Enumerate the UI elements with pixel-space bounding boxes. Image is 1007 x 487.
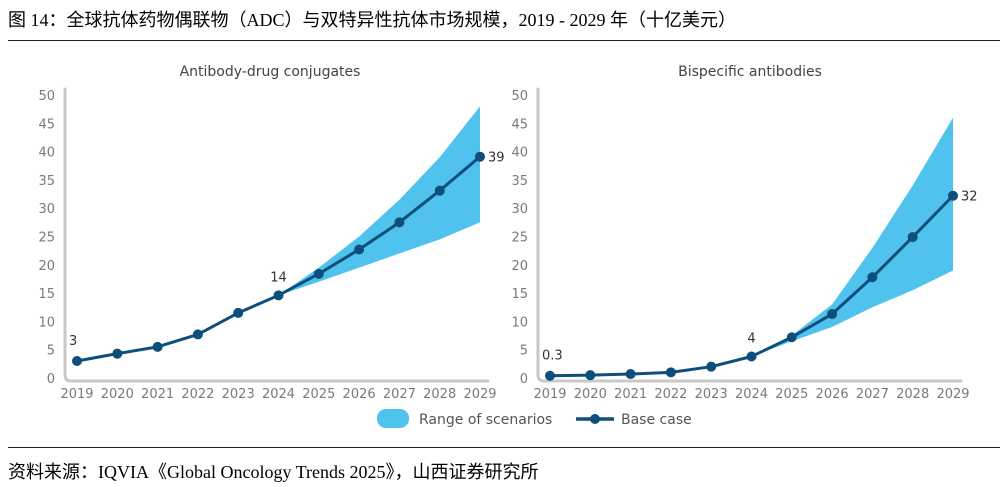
data-point: [786, 332, 797, 343]
y-tick-label: 0: [520, 372, 528, 387]
data-point: [867, 272, 878, 283]
bottom-rule: [8, 447, 1000, 448]
y-tick-label: 35: [38, 174, 55, 189]
y-tick-label: 25: [38, 231, 55, 246]
chart-panel-2: Bispecific antibodies0510152025303540455…: [511, 64, 977, 402]
y-tick-label: 10: [38, 315, 55, 330]
x-tick-label: 2021: [614, 387, 647, 402]
y-tick-label: 15: [38, 287, 55, 302]
x-tick-label: 2027: [856, 387, 889, 402]
y-tick-label: 30: [511, 202, 528, 217]
data-point: [665, 367, 676, 378]
y-tick-label: 25: [511, 231, 528, 246]
data-point: [827, 309, 838, 320]
x-tick-label: 2027: [383, 387, 416, 402]
x-tick-label: 2023: [695, 387, 728, 402]
y-tick-label: 5: [47, 344, 55, 359]
y-tick-label: 35: [511, 174, 528, 189]
x-tick-label: 2021: [141, 387, 174, 402]
x-tick-label: 2023: [222, 387, 255, 402]
y-tick-label: 50: [38, 89, 55, 104]
data-point: [545, 370, 555, 381]
x-tick-label: 2029: [936, 387, 969, 402]
x-tick-label: 2025: [775, 387, 808, 402]
y-tick-label: 15: [511, 287, 528, 302]
data-point: [585, 370, 596, 381]
data-point: [948, 190, 958, 201]
legend: Range of scenarios Base case: [377, 409, 692, 428]
data-point: [475, 151, 485, 162]
x-tick-label: 2028: [423, 387, 456, 402]
data-label: 0.3: [542, 349, 563, 364]
legend-range-label: Range of scenarios: [419, 412, 552, 428]
data-label: 3: [69, 334, 77, 349]
x-tick-label: 2025: [302, 387, 335, 402]
legend-base-marker: [590, 414, 600, 424]
y-tick-label: 20: [38, 259, 55, 274]
x-tick-label: 2019: [533, 387, 566, 402]
data-point: [233, 307, 244, 318]
x-tick-label: 2024: [262, 387, 295, 402]
chart-title: Bispecific antibodies: [678, 64, 822, 80]
y-tick-label: 10: [511, 315, 528, 330]
data-point: [273, 290, 284, 301]
data-label: 14: [270, 270, 287, 285]
x-tick-label: 2028: [896, 387, 929, 402]
data-label: 39: [488, 151, 505, 166]
x-tick-label: 2022: [654, 387, 687, 402]
scenario-range-band: [751, 117, 953, 357]
top-rule: [8, 40, 1000, 41]
data-point: [625, 369, 636, 380]
legend-base-label: Base case: [621, 412, 692, 428]
data-point: [706, 361, 717, 372]
x-tick-label: 2026: [343, 387, 376, 402]
data-point: [192, 329, 203, 340]
chart-panel-1: Antibody-drug conjugates0510152025303540…: [38, 64, 504, 402]
x-tick-label: 2029: [463, 387, 496, 402]
y-tick-label: 50: [511, 89, 528, 104]
data-point: [394, 217, 405, 228]
x-tick-label: 2020: [574, 387, 607, 402]
x-tick-label: 2026: [816, 387, 849, 402]
data-point: [112, 348, 123, 359]
data-point: [354, 244, 365, 255]
legend-range-swatch: [377, 409, 409, 428]
y-tick-label: 40: [38, 146, 55, 161]
chart-title: Antibody-drug conjugates: [180, 64, 361, 80]
y-tick-label: 0: [47, 372, 55, 387]
y-tick-label: 40: [511, 146, 528, 161]
data-point: [907, 232, 918, 243]
data-label: 4: [747, 331, 755, 346]
data-label: 32: [961, 190, 978, 205]
chart-axes: [536, 87, 963, 383]
data-point: [72, 356, 82, 367]
figure-title: 图 14：全球抗体药物偶联物（ADC）与双特异性抗体市场规模，2019 - 20…: [8, 10, 736, 30]
scenario-range-band: [278, 106, 480, 296]
y-tick-label: 5: [520, 344, 528, 359]
y-tick-label: 30: [38, 202, 55, 217]
x-tick-label: 2019: [60, 387, 93, 402]
x-tick-label: 2020: [101, 387, 134, 402]
y-tick-label: 45: [38, 117, 55, 132]
y-tick-label: 20: [511, 259, 528, 274]
y-tick-label: 45: [511, 117, 528, 132]
data-point: [313, 268, 324, 279]
x-tick-label: 2022: [181, 387, 214, 402]
data-point: [434, 185, 445, 196]
source-note: 资料来源：IQVIA《Global Oncology Trends 2025》，…: [8, 462, 539, 482]
x-tick-label: 2024: [735, 387, 768, 402]
data-point: [152, 341, 163, 352]
chart-axes: [63, 87, 490, 383]
data-point: [746, 351, 757, 362]
